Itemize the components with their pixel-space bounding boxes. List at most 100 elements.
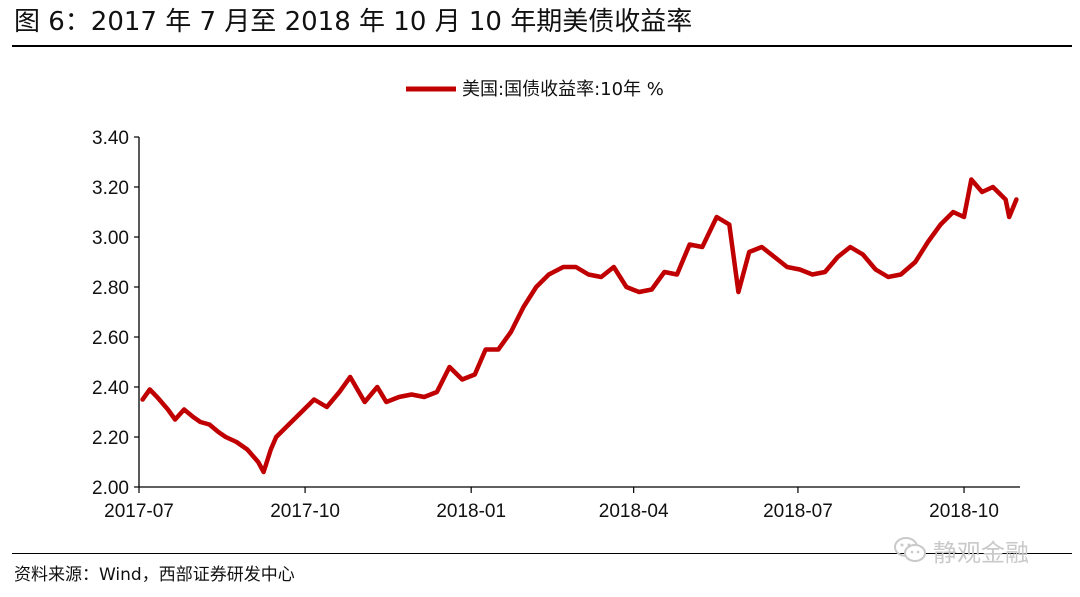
data-point (410, 392, 414, 397)
data-point (810, 272, 815, 277)
data-point (207, 422, 211, 427)
data-point (899, 272, 903, 277)
data-point (823, 270, 827, 274)
data-point (926, 240, 930, 244)
data-point (274, 435, 278, 439)
data-point (1004, 197, 1008, 202)
data-point (798, 267, 802, 272)
title-rule (12, 45, 1072, 47)
data-point (173, 417, 177, 422)
data-point (262, 470, 266, 474)
data-point (547, 272, 551, 277)
x-tick-label: 2018-07 (763, 501, 833, 522)
watermark: 静观金融 (893, 530, 1029, 570)
data-point (586, 272, 591, 277)
data-point (772, 255, 777, 259)
data-point (980, 190, 984, 194)
x-tick-label: 2018-04 (599, 501, 669, 522)
wechat-icon (894, 537, 926, 562)
data-point (624, 285, 629, 289)
y-tick-label: 2.00 (92, 478, 129, 499)
data-point (299, 410, 304, 414)
data-point (962, 215, 966, 219)
data-point (886, 275, 890, 279)
data-point (1014, 197, 1019, 202)
data-point (612, 265, 616, 269)
data-point (574, 265, 578, 269)
y-tick-label: 2.80 (92, 278, 129, 299)
y-tick-label: 2.40 (92, 378, 129, 399)
data-point (191, 415, 195, 419)
data-point (460, 377, 464, 382)
data-point (836, 255, 840, 259)
data-point (848, 245, 852, 249)
data-point (348, 375, 352, 379)
y-tick-label: 3.20 (92, 178, 129, 199)
data-point (397, 395, 401, 399)
x-axis-labels: 2017-07 2017-10 2018-01 2018-04 2018-07 2018-… (104, 501, 999, 522)
data-point (312, 397, 316, 402)
data-point (991, 185, 995, 189)
y-tick-label: 2.20 (92, 428, 129, 449)
data-point (245, 447, 249, 452)
data-point (234, 440, 239, 444)
y-tick-label: 3.00 (92, 228, 129, 249)
data-point (637, 290, 641, 294)
data-point (939, 222, 943, 227)
data-point (337, 390, 341, 394)
source-note: 资料来源：Wind，西部证券研发中心 (14, 565, 295, 585)
data-point (198, 420, 202, 424)
data-point (688, 242, 692, 247)
data-points (141, 177, 1019, 474)
data-point (599, 275, 603, 279)
data-point (473, 372, 477, 377)
data-point (384, 400, 388, 404)
data-point (727, 222, 731, 227)
figure-title: 图 6：2017 年 7 月至 2018 年 10 月 10 年期美债收益率 (14, 7, 693, 37)
data-point (496, 347, 500, 352)
data-point (700, 245, 704, 249)
data-point (447, 365, 452, 369)
data-point (484, 347, 488, 352)
yield-line (140, 177, 1019, 475)
data-point (534, 285, 538, 289)
data-point (269, 447, 273, 452)
data-point (675, 272, 679, 277)
data-point (747, 250, 751, 254)
data-point (363, 400, 367, 404)
data-point (736, 290, 741, 294)
data-point (650, 287, 654, 292)
data-point (422, 395, 426, 399)
legend: 美国:国债收益率:10年 % (406, 79, 664, 100)
data-point (216, 430, 220, 434)
x-tick-label: 2018-01 (436, 501, 506, 522)
data-point (913, 260, 917, 264)
x-tick-label: 2017-07 (104, 501, 174, 522)
data-point (148, 387, 152, 392)
data-point (561, 265, 565, 269)
y-tick-label: 2.60 (92, 328, 129, 349)
data-point (760, 245, 764, 249)
source-rule (12, 553, 1072, 554)
data-point (155, 395, 159, 399)
data-point (325, 405, 329, 409)
data-point (785, 265, 789, 269)
data-point (166, 407, 170, 412)
legend-label: 美国:国债收益率:10年 % (462, 79, 664, 100)
data-point (435, 390, 439, 394)
y-tick-label: 3.40 (92, 128, 129, 149)
data-point (224, 435, 228, 439)
data-point (715, 215, 719, 219)
data-point (662, 270, 667, 274)
data-point (1007, 215, 1011, 219)
data-point (256, 460, 260, 464)
data-point (969, 177, 973, 182)
data-point (874, 267, 878, 272)
data-point (861, 252, 865, 257)
line-chart: 美国:国债收益率:10年 % 2.00 2.20 2.40 2.60 2.80 3.00 3… (92, 79, 1020, 522)
data-point (521, 305, 526, 309)
data-point (141, 397, 145, 402)
x-tick-label: 2017-10 (270, 501, 340, 522)
data-point (375, 385, 379, 389)
watermark-text: 静观金融 (933, 538, 1029, 567)
